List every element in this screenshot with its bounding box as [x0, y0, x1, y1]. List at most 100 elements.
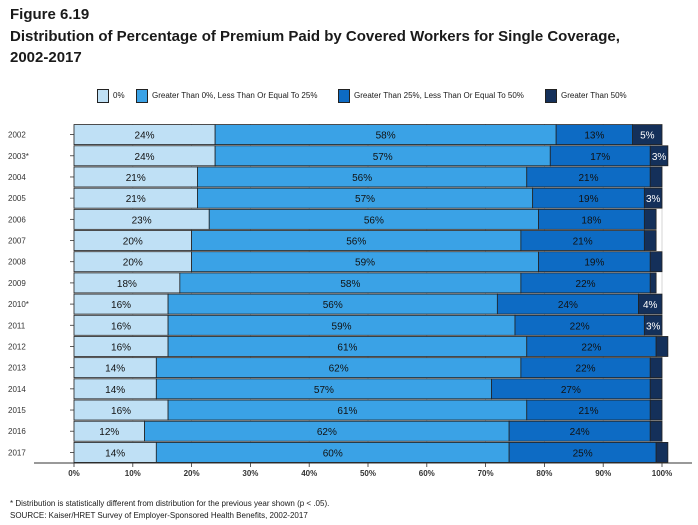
footnote: * Distribution is statistically differen…: [10, 499, 330, 508]
bar-2016-s3: [649, 420, 663, 442]
data-label-2015-s2: 21%: [578, 406, 598, 417]
data-label-2012-s2: 22%: [581, 342, 601, 353]
x-tick-label-4: 40%: [301, 469, 317, 478]
legend-label-0: 0%: [113, 91, 125, 100]
data-label-2002-s2: 13%: [584, 131, 604, 142]
x-tick-label-0: 0%: [68, 469, 80, 478]
data-label-2016-s0: 12%: [99, 427, 119, 438]
data-label-2007-s2: 21%: [573, 237, 593, 248]
x-tick-label-8: 80%: [536, 469, 552, 478]
data-label-2010-s1: 56%: [323, 300, 343, 311]
x-tick-label-6: 60%: [419, 469, 435, 478]
bar-2005-s3: [643, 187, 663, 209]
data-label-2017-s2: 25%: [573, 448, 593, 459]
data-label-2013-s1: 62%: [329, 364, 349, 375]
bar-2009-s3: [649, 272, 657, 294]
data-label-2015-s1: 61%: [337, 406, 357, 417]
x-tick-label-3: 30%: [242, 469, 258, 478]
category-label-7: 2009: [8, 279, 26, 288]
figure-label: Figure 6.19: [10, 6, 90, 23]
data-label-2002-s0: 24%: [135, 131, 155, 142]
bar-2010-s3: [638, 293, 663, 315]
legend-label-3: Greater Than 50%: [561, 91, 627, 100]
data-label-2011-s2: 22%: [570, 321, 590, 332]
bar-2003-s3: [649, 145, 669, 167]
bar-2008-s3: [649, 251, 663, 273]
data-label-2008-s2: 19%: [584, 258, 604, 269]
data-label-2010-s3: 4%: [643, 300, 658, 311]
x-tick-label-10: 100%: [652, 469, 672, 478]
data-label-2006-s0: 23%: [132, 215, 152, 226]
category-label-5: 2007: [8, 237, 26, 246]
data-label-2016-s2: 24%: [570, 427, 590, 438]
data-label-2015-s0: 16%: [111, 406, 131, 417]
bar-2015-s3: [649, 399, 663, 421]
data-label-2014-s1: 57%: [314, 385, 334, 396]
data-label-2014-s2: 27%: [561, 385, 581, 396]
data-label-2004-s0: 21%: [126, 173, 146, 184]
data-label-2005-s2: 19%: [578, 194, 598, 205]
stacked-bar-chart: 24% 58% 13% 5% 2002 24% 57% 17% 3% 2003* 21% 56% 21%…: [8, 124, 692, 478]
data-label-2012-s0: 16%: [111, 342, 131, 353]
data-label-2006-s1: 56%: [364, 215, 384, 226]
category-label-8: 2010*: [8, 300, 29, 309]
x-tick-label-5: 50%: [360, 469, 376, 478]
bar-2017-s3: [655, 442, 669, 463]
data-label-2013-s0: 14%: [105, 364, 125, 375]
data-label-2017-s0: 14%: [105, 448, 125, 459]
bar-2012-s3: [655, 336, 669, 357]
data-label-2016-s1: 62%: [317, 427, 337, 438]
bar-2014-s3: [649, 378, 663, 400]
data-label-2004-s2: 21%: [578, 173, 598, 184]
data-label-2013-s2: 22%: [576, 364, 596, 375]
chart-title-line-1: Distribution of Percentage of Premium Pa…: [10, 28, 620, 45]
category-label-4: 2006: [8, 215, 26, 224]
chart-title-line-2: 2002-2017: [10, 49, 82, 66]
category-label-13: 2015: [8, 406, 26, 415]
legend-swatch-2: [338, 89, 350, 103]
bar-2006-s3: [643, 208, 657, 230]
data-label-2007-s0: 20%: [123, 237, 143, 248]
data-label-2012-s1: 61%: [337, 342, 357, 353]
data-label-2008-s1: 59%: [355, 258, 375, 269]
category-label-0: 2002: [8, 131, 26, 140]
bar-2007-s3: [643, 230, 657, 251]
chart-title: Distribution of Percentage of Premium Pa…: [10, 26, 690, 68]
legend-label-2: Greater Than 25%, Less Than Or Equal To …: [354, 91, 524, 100]
data-label-2011-s1: 59%: [332, 321, 352, 332]
x-tick-label-2: 20%: [184, 469, 200, 478]
data-label-2004-s1: 56%: [352, 173, 372, 184]
data-label-2007-s1: 56%: [346, 237, 366, 248]
source-note: SOURCE: Kaiser/HRET Survey of Employer-S…: [10, 511, 308, 520]
legend: 0% Greater Than 0%, Less Than Or Equal T…: [0, 89, 698, 105]
data-label-2009-s0: 18%: [117, 279, 137, 290]
data-label-2003-s2: 17%: [590, 152, 610, 163]
x-tick-label-1: 10%: [125, 469, 141, 478]
data-label-2008-s0: 20%: [123, 258, 143, 269]
data-label-2011-s0: 16%: [111, 321, 131, 332]
x-tick-label-7: 70%: [478, 469, 494, 478]
data-label-2003-s1: 57%: [373, 152, 393, 163]
legend-label-1: Greater Than 0%, Less Than Or Equal To 2…: [152, 91, 318, 100]
data-label-2009-s2: 22%: [576, 279, 596, 290]
data-label-2006-s2: 18%: [581, 215, 601, 226]
category-label-6: 2008: [8, 258, 26, 267]
category-label-3: 2005: [8, 194, 26, 203]
category-label-2: 2004: [8, 173, 26, 182]
data-label-2002-s3: 5%: [640, 131, 655, 142]
data-label-2005-s3: 3%: [646, 194, 661, 205]
category-label-15: 2017: [8, 448, 26, 457]
bar-2002-s3: [632, 124, 663, 145]
x-tick-label-9: 90%: [595, 469, 611, 478]
legend-swatch-1: [136, 89, 148, 103]
data-label-2009-s1: 58%: [340, 279, 360, 290]
data-label-2002-s1: 58%: [376, 131, 396, 142]
category-label-10: 2012: [8, 342, 26, 351]
legend-swatch-3: [545, 89, 557, 103]
category-label-9: 2011: [8, 321, 26, 330]
bar-2011-s3: [643, 314, 663, 336]
data-label-2003-s0: 24%: [135, 152, 155, 163]
data-label-2003-s3: 3%: [652, 152, 667, 163]
category-label-14: 2016: [8, 427, 26, 436]
bar-2004-s3: [649, 166, 663, 188]
